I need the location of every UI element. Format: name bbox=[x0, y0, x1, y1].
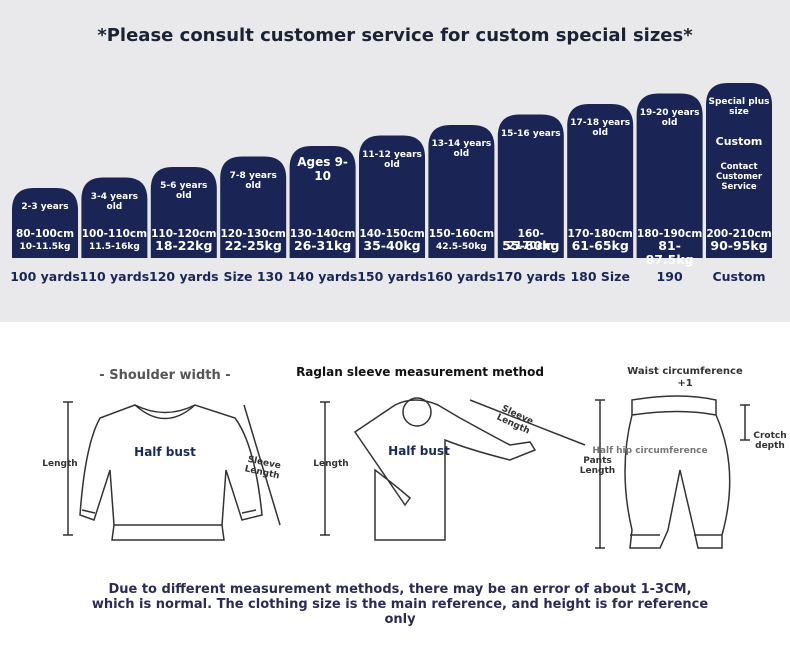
age: 15-16 years bbox=[500, 128, 561, 139]
length-line bbox=[320, 401, 330, 536]
weight: 42.5-50kg bbox=[435, 242, 487, 252]
weight: 22-25kg bbox=[224, 238, 282, 253]
weight: 26-31kg bbox=[293, 238, 352, 253]
label: Raglan sleeve measurement method bbox=[296, 365, 544, 379]
title: *Please consult customer service for cus… bbox=[97, 25, 693, 46]
size-label: 110 yards bbox=[79, 269, 150, 284]
label: Length bbox=[42, 459, 78, 469]
extra: Custom bbox=[715, 135, 763, 148]
size-label: 100 yards bbox=[10, 269, 80, 284]
size-label: 170 yards bbox=[496, 269, 566, 284]
label: Waist circumference +1 bbox=[627, 366, 743, 389]
label: Half bust bbox=[388, 444, 450, 458]
age: 5-6 years old bbox=[160, 181, 208, 202]
raglan-collar bbox=[402, 397, 432, 427]
pants-lines bbox=[595, 399, 750, 549]
age: 11-12 years old bbox=[362, 149, 422, 170]
raglan-sweater bbox=[353, 399, 537, 541]
label: Half hip circumference bbox=[592, 446, 708, 456]
weight: 61-65kg bbox=[571, 238, 629, 253]
weight: 35-40kg bbox=[363, 238, 421, 253]
size-bar bbox=[497, 114, 564, 258]
sweater bbox=[79, 404, 263, 541]
size-bar bbox=[220, 156, 287, 258]
weight: 90-95kg bbox=[710, 238, 768, 253]
height: 140-150cm bbox=[359, 228, 425, 240]
pants bbox=[624, 395, 731, 549]
size-label: 150 yards bbox=[357, 269, 427, 284]
size-bar bbox=[359, 135, 425, 258]
size-bar bbox=[428, 125, 495, 258]
footer-note: Due to different measurement methods, th… bbox=[91, 582, 709, 627]
cuffs bbox=[81, 509, 257, 526]
sleeve-line bbox=[243, 404, 281, 526]
weight: 11.5-16kg bbox=[88, 242, 140, 252]
collar bbox=[134, 404, 196, 420]
size-bar bbox=[12, 188, 78, 258]
height: 100-110cm bbox=[81, 228, 148, 240]
weight: 55-60kg bbox=[502, 238, 560, 253]
height: 150-160cm bbox=[428, 228, 495, 240]
age: 3-4 years old bbox=[90, 191, 138, 212]
age: Ages 9-10 bbox=[297, 155, 348, 183]
size-bar bbox=[150, 167, 217, 258]
size-bar bbox=[636, 93, 703, 258]
height: 160-2170cm bbox=[507, 228, 554, 253]
label: Length bbox=[313, 459, 349, 469]
diagrams bbox=[63, 395, 750, 549]
label: - Shoulder width - bbox=[99, 368, 231, 383]
length-line bbox=[63, 401, 73, 536]
height: 110-120cm bbox=[151, 228, 217, 240]
age: Special plus size bbox=[708, 97, 770, 118]
size-label: Size 130 bbox=[223, 269, 283, 284]
age: 13-14 years old bbox=[431, 139, 492, 160]
label: Half bust bbox=[134, 445, 196, 459]
height: 180-190cm bbox=[636, 228, 703, 240]
age: 19-20 years old bbox=[639, 107, 700, 128]
size-label: 180 Size bbox=[570, 269, 630, 284]
height: 120-130cm bbox=[220, 228, 286, 240]
weight: 81-87.5kg bbox=[645, 238, 694, 268]
height: 130-140cm bbox=[289, 228, 356, 240]
sleeve-line bbox=[469, 399, 586, 446]
size-bar bbox=[567, 104, 634, 258]
label: Crotch depth bbox=[753, 431, 787, 452]
size-bar bbox=[289, 146, 356, 258]
weight: 10-11.5kg bbox=[19, 242, 71, 252]
pants-bands bbox=[630, 410, 722, 536]
height: 200-210cm bbox=[706, 228, 772, 240]
size-bar bbox=[706, 83, 772, 258]
size-label: Custom bbox=[712, 269, 766, 284]
weight: 18-22kg bbox=[155, 238, 213, 253]
age: 7-8 years old bbox=[229, 170, 277, 191]
height: 170-180cm bbox=[567, 228, 633, 240]
size-label: 120 yards bbox=[149, 269, 219, 284]
age: 17-18 years old bbox=[570, 118, 631, 139]
label: Pants Length bbox=[579, 456, 616, 477]
size-bar bbox=[81, 177, 148, 258]
extra: Contact Customer Service bbox=[715, 162, 763, 192]
height: 80-100cm bbox=[15, 228, 75, 240]
size-label: 190 bbox=[656, 269, 683, 284]
size-label: 160 yards bbox=[426, 269, 497, 284]
age: 2-3 years bbox=[21, 202, 69, 212]
size-label: 140 yards bbox=[287, 269, 358, 284]
